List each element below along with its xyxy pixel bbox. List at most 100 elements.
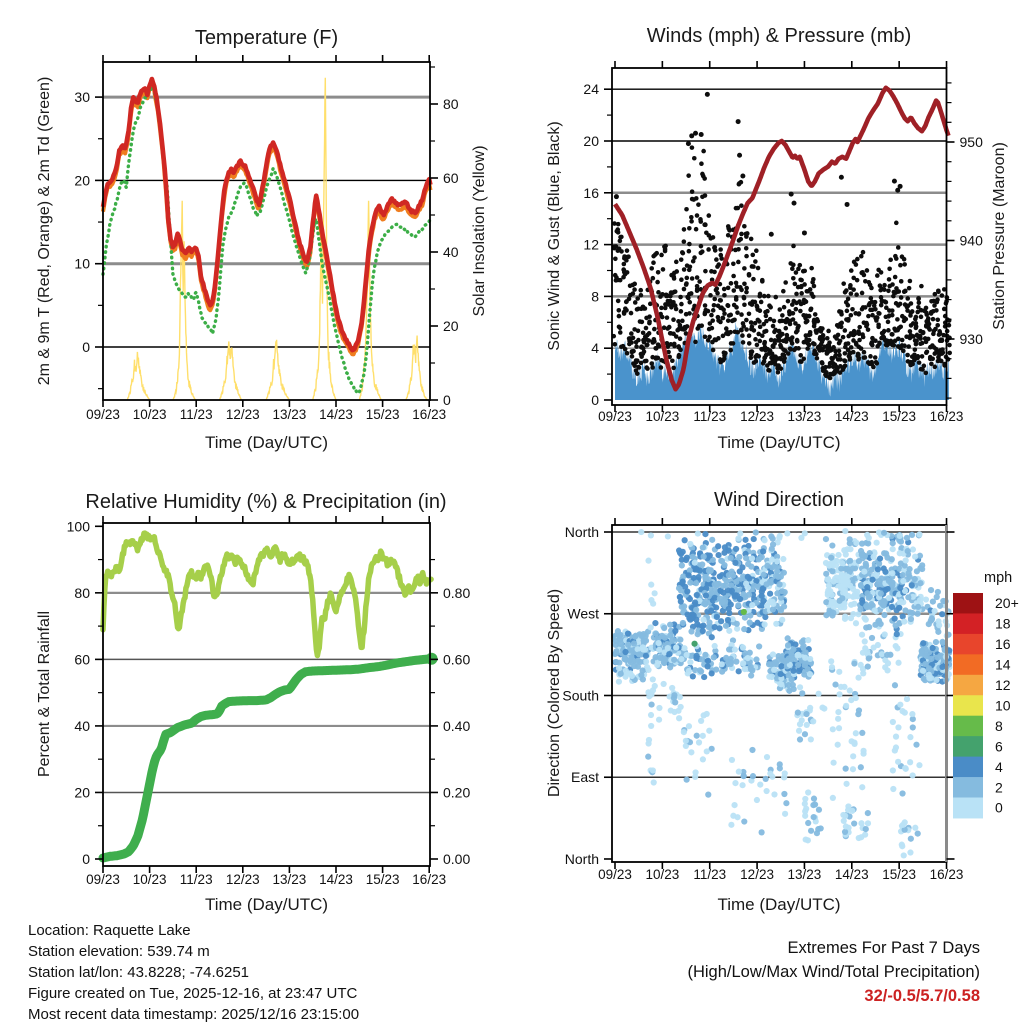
y-tick-label: 950 — [960, 134, 984, 150]
y-tick-label: 20 — [74, 784, 90, 800]
y-tick-label: 100 — [67, 518, 91, 534]
x-tick-label: 13/23 — [273, 872, 307, 887]
y-tick-label: 80 — [74, 585, 90, 601]
colorbar-tick-label: 14 — [995, 657, 1011, 673]
extremes-summary: Extremes For Past 7 Days (High/Low/Max W… — [687, 936, 980, 1008]
colorbar-tick-label: 16 — [995, 636, 1011, 652]
colorbar-title: mph — [984, 570, 1013, 586]
x-tick-label: 15/23 — [882, 409, 916, 424]
temperature-yaxis-label: 2m & 9m T (Red, Orange) & 2m Td (Green) — [36, 76, 53, 386]
x-tick-label: 15/23 — [366, 872, 400, 887]
colorbar-tick-label: 8 — [995, 718, 1003, 734]
y-tick-label: 20 — [583, 133, 599, 149]
extremes-subtitle: (High/Low/Max Wind/Total Precipitation) — [687, 963, 980, 981]
y-tick-label: 940 — [960, 233, 984, 249]
y-tick-label: 10 — [74, 256, 90, 272]
x-tick-label: 12/23 — [226, 407, 260, 422]
y-tick-label: 16 — [583, 185, 599, 201]
x-tick-label: 11/23 — [693, 409, 726, 424]
colorbar-tick-label: 0 — [995, 800, 1003, 816]
wind-speed-colorbar: 20+ 18 16 14 12 10 8 6 4 2 0 — [953, 593, 1019, 819]
y-tick-label: 80 — [443, 96, 459, 112]
y-tick-label: 8 — [591, 288, 599, 304]
colorbar-tick-label: 6 — [995, 738, 1003, 754]
x-tick-label: 10/23 — [133, 407, 167, 422]
station-latlon: Station lat/lon: 43.8228; -74.6251 — [28, 964, 250, 981]
extremes-values: 32/-0.5/5.7/0.58 — [864, 987, 980, 1005]
x-tick-label: 14/23 — [319, 407, 353, 422]
percent-rainfall-yaxis-label: Percent & Total Rainfall — [36, 611, 53, 778]
y-tick-label: 0 — [591, 392, 599, 408]
colorbar-tick-label: 18 — [995, 616, 1011, 632]
direction-tick-label: West — [567, 606, 599, 622]
pressure-yaxis-label: Station Pressure (Maroon) — [991, 142, 1008, 330]
x-tick-label: 09/23 — [598, 409, 632, 424]
y-tick-label: 0.20 — [443, 784, 470, 800]
x-tick-label: 11/23 — [180, 407, 213, 422]
y-tick-label: 30 — [74, 89, 90, 105]
x-tick-label: 11/23 — [180, 872, 213, 887]
colorbar-tick-label: 12 — [995, 677, 1011, 693]
humidity-xaxis-label: Time (Day/UTC) — [204, 895, 329, 914]
x-tick-label: 13/23 — [788, 409, 822, 424]
colorbar-tick-label: 10 — [995, 697, 1011, 713]
station-location: Location: Raquette Lake — [28, 922, 191, 939]
wind-gust-yaxis-label: Sonic Wind & Gust (Blue, Black) — [546, 121, 563, 351]
recent-data-timestamp: Most recent data timestamp: 2025/12/16 2… — [28, 1006, 360, 1023]
temperature-chart: 0 10 20 30 0 20 40 60 80 09/23 10/23 11/23 12/23 13/2… — [74, 55, 459, 422]
x-tick-label: 16/23 — [930, 867, 964, 882]
x-tick-label: 12/23 — [740, 867, 774, 882]
x-tick-label: 09/23 — [86, 407, 120, 422]
y-tick-label: 0 — [82, 851, 90, 867]
station-elevation: Station elevation: 539.74 m — [28, 943, 210, 960]
colorbar-tick-label: 2 — [995, 779, 1003, 795]
humidity-precip-chart: 0 20 40 60 80 100 0.00 0.20 0.40 0.60 0.80 09/23 10/… — [67, 516, 470, 887]
x-tick-label: 09/23 — [86, 872, 120, 887]
x-tick-label: 12/23 — [226, 872, 260, 887]
y-tick-label: 40 — [74, 718, 90, 734]
winds-xaxis-label: Time (Day/UTC) — [717, 433, 841, 452]
y-tick-label: 0.00 — [443, 851, 470, 867]
extremes-title: Extremes For Past 7 Days — [787, 939, 980, 957]
y-tick-label: 930 — [960, 331, 984, 347]
x-tick-label: 12/23 — [740, 409, 774, 424]
y-tick-label: 20 — [443, 318, 459, 334]
figure-created-timestamp: Figure created on Tue, 2025-12-16, at 23… — [28, 985, 358, 1002]
x-tick-label: 13/23 — [788, 867, 822, 882]
y-tick-label: 0 — [443, 392, 451, 408]
colorbar-tick-label: 4 — [995, 759, 1003, 775]
x-tick-label: 10/23 — [645, 867, 679, 882]
x-tick-label: 13/23 — [273, 407, 307, 422]
y-tick-label: 40 — [443, 244, 459, 260]
winds-pressure-chart-title: Winds (mph) & Pressure (mb) — [646, 25, 912, 47]
x-tick-label: 16/23 — [412, 407, 446, 422]
wind-direction-chart-title: Wind Direction — [713, 489, 845, 511]
y-tick-label: 20 — [74, 172, 90, 188]
x-tick-label: 10/23 — [645, 409, 679, 424]
direction-tick-label: North — [565, 851, 599, 867]
direction-tick-label: South — [562, 687, 599, 703]
solar-yaxis-label: Solar Insolation (Yellow) — [471, 145, 488, 317]
direction-tick-label: East — [571, 769, 599, 785]
x-tick-label: 09/23 — [598, 867, 632, 882]
x-tick-label: 14/23 — [835, 867, 869, 882]
direction-tick-label: North — [565, 524, 599, 540]
x-tick-label: 15/23 — [366, 407, 400, 422]
y-tick-label: 0.60 — [443, 651, 470, 667]
x-tick-label: 14/23 — [319, 872, 353, 887]
x-tick-label: 15/23 — [882, 867, 916, 882]
y-tick-label: 60 — [443, 170, 459, 186]
x-tick-label: 11/23 — [693, 867, 726, 882]
y-tick-label: 0.40 — [443, 718, 470, 734]
x-tick-label: 10/23 — [133, 872, 167, 887]
temperature-xaxis-label: Time (Day/UTC) — [204, 433, 329, 452]
temperature-chart-title: Temperature (F) — [194, 27, 339, 49]
winds-pressure-chart: 0 4 8 12 16 20 24 930 940 950 09/23 10/23 11/23 12/23… — [583, 61, 983, 424]
x-tick-label: 16/23 — [412, 872, 446, 887]
direction-yaxis-label: Direction (Colored By Speed) — [546, 588, 563, 798]
wind-direction-xaxis-label: Time (Day/UTC) — [717, 895, 841, 914]
y-tick-label: 0 — [82, 339, 90, 355]
